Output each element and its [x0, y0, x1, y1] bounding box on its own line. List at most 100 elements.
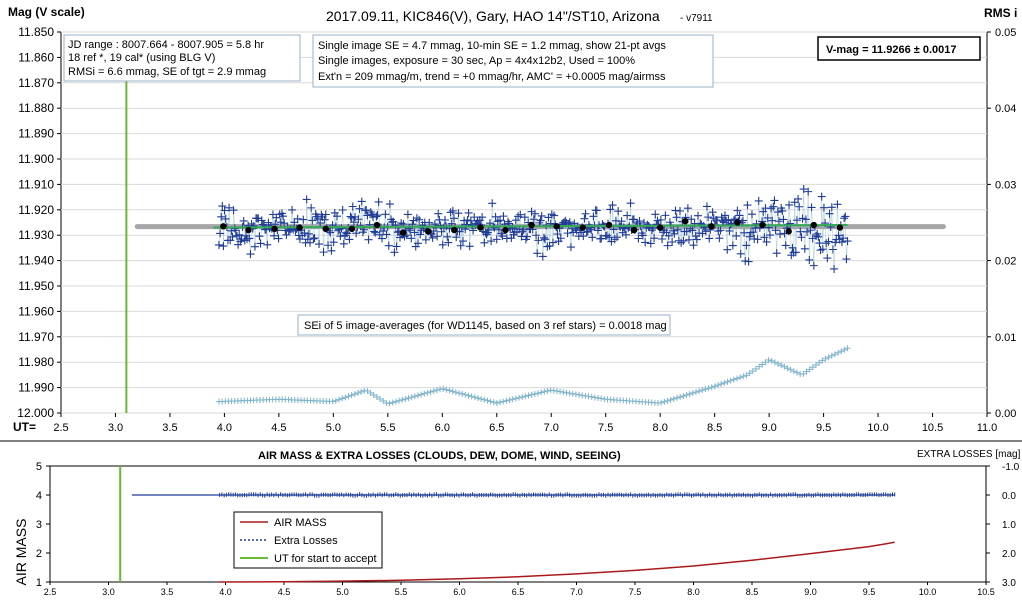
- magnitude-point: [579, 232, 588, 241]
- magnitude-point: [638, 231, 647, 240]
- average-point: [605, 221, 613, 229]
- rms-point: [790, 368, 797, 375]
- top-xtick-label: 9.0: [761, 422, 776, 434]
- top-ytick-left-label: 12.000: [17, 406, 54, 420]
- magnitude-point: [795, 202, 804, 211]
- bottom-xtick-label: 10.0: [919, 587, 937, 597]
- bottom-ytick-right-label: 1.0: [1002, 520, 1016, 531]
- magnitude-point: [740, 228, 749, 237]
- magnitude-point: [370, 227, 379, 236]
- bottom-xtick-label: 7.5: [629, 587, 642, 597]
- rms-point: [591, 394, 598, 401]
- magnitude-point: [339, 239, 348, 248]
- rms-point: [418, 391, 425, 398]
- bottom-ylabel-left: AIR MASS: [13, 519, 29, 586]
- magnitude-point: [720, 211, 729, 220]
- average-point: [708, 223, 715, 230]
- bottom-ytick-left-label: 5: [36, 461, 42, 473]
- magnitude-point: [343, 229, 352, 238]
- magnitude-point: [581, 209, 590, 218]
- magnitude-point: [385, 200, 394, 209]
- rms-point: [531, 391, 538, 398]
- rms-point: [396, 397, 403, 404]
- magnitude-point: [794, 194, 803, 203]
- magnitude-point: [469, 226, 478, 235]
- magnitude-point: [371, 228, 380, 237]
- legend-losses-label: Extra Losses: [274, 535, 338, 547]
- rms-point: [692, 389, 699, 396]
- magnitude-point: [530, 209, 539, 218]
- magnitude-point: [456, 241, 465, 250]
- magnitude-point: [765, 231, 774, 240]
- rms-point: [664, 397, 671, 404]
- magnitude-point: [791, 248, 800, 257]
- magnitude-point: [428, 233, 437, 242]
- magnitude-point: [566, 243, 575, 252]
- magnitude-point: [701, 227, 710, 236]
- rms-point: [525, 392, 532, 399]
- rms-point: [822, 355, 829, 362]
- magnitude-point: [221, 214, 230, 223]
- top-ytick-right-label: 0.01: [995, 332, 1016, 344]
- top-chart-version: - v7911: [680, 13, 713, 24]
- top-ytick-right-label: 0.03: [995, 179, 1016, 191]
- magnitude-point: [264, 218, 273, 227]
- magnitude-point: [306, 238, 315, 247]
- magnitude-point: [534, 236, 543, 245]
- magnitude-point: [593, 226, 602, 235]
- magnitude-point: [582, 228, 591, 237]
- magnitude-point: [337, 224, 346, 233]
- rms-point: [462, 391, 469, 398]
- magnitude-point: [532, 231, 541, 240]
- top-ylabel-right: RMS i: [984, 6, 1017, 20]
- magnitude-point: [516, 210, 525, 219]
- magnitude-point: [309, 234, 318, 243]
- rms-point: [519, 394, 526, 401]
- rms-point: [373, 393, 380, 400]
- rms-point: [528, 391, 535, 398]
- rms-point: [506, 397, 513, 404]
- magnitude-point: [617, 217, 626, 226]
- bottom-ytick-left-label: 2: [36, 548, 42, 560]
- rms-point: [683, 392, 690, 399]
- magnitude-point: [414, 239, 422, 248]
- rmsi-text: RMSi = 6.6 mmag, SE of tgt = 2.9 mmag: [68, 66, 266, 78]
- exposure-info-box: [312, 34, 714, 88]
- magnitude-point: [563, 229, 572, 238]
- magnitude-point: [382, 230, 391, 239]
- rms-point: [809, 364, 816, 371]
- rms-point: [452, 389, 459, 396]
- magnitude-point: [692, 235, 701, 244]
- magnitude-point: [288, 205, 297, 214]
- average-point: [477, 224, 484, 231]
- magnitude-point: [656, 215, 665, 224]
- rms-point: [538, 389, 545, 396]
- rms-point: [749, 368, 756, 375]
- rms-point: [478, 395, 485, 402]
- rms-point: [784, 365, 791, 372]
- top-ytick-left-label: 11.940: [18, 254, 54, 268]
- rms-point: [386, 400, 393, 407]
- magnitude-point: [333, 212, 342, 221]
- magnitude-point: [384, 241, 393, 250]
- rms-point: [686, 391, 693, 398]
- magnitude-point: [763, 213, 772, 222]
- rms-point: [812, 361, 819, 368]
- top-ytick-right-label: 0.04: [995, 103, 1016, 115]
- magnitude-point: [738, 216, 747, 225]
- magnitude-point: [724, 215, 733, 224]
- magnitude-point: [307, 203, 316, 212]
- average-point: [271, 225, 278, 233]
- magnitude-point: [465, 242, 474, 251]
- magnitude-point: [800, 244, 809, 253]
- magnitude-point: [663, 241, 672, 250]
- rms-point: [576, 391, 583, 398]
- rms-point: [658, 399, 665, 406]
- magnitude-point: [843, 237, 852, 246]
- rms-point: [339, 395, 346, 402]
- magnitude-point: [626, 199, 635, 208]
- magnitude-point: [410, 228, 419, 237]
- magnitude-point: [518, 227, 527, 236]
- rms-point: [816, 359, 823, 366]
- magnitude-point: [274, 234, 283, 243]
